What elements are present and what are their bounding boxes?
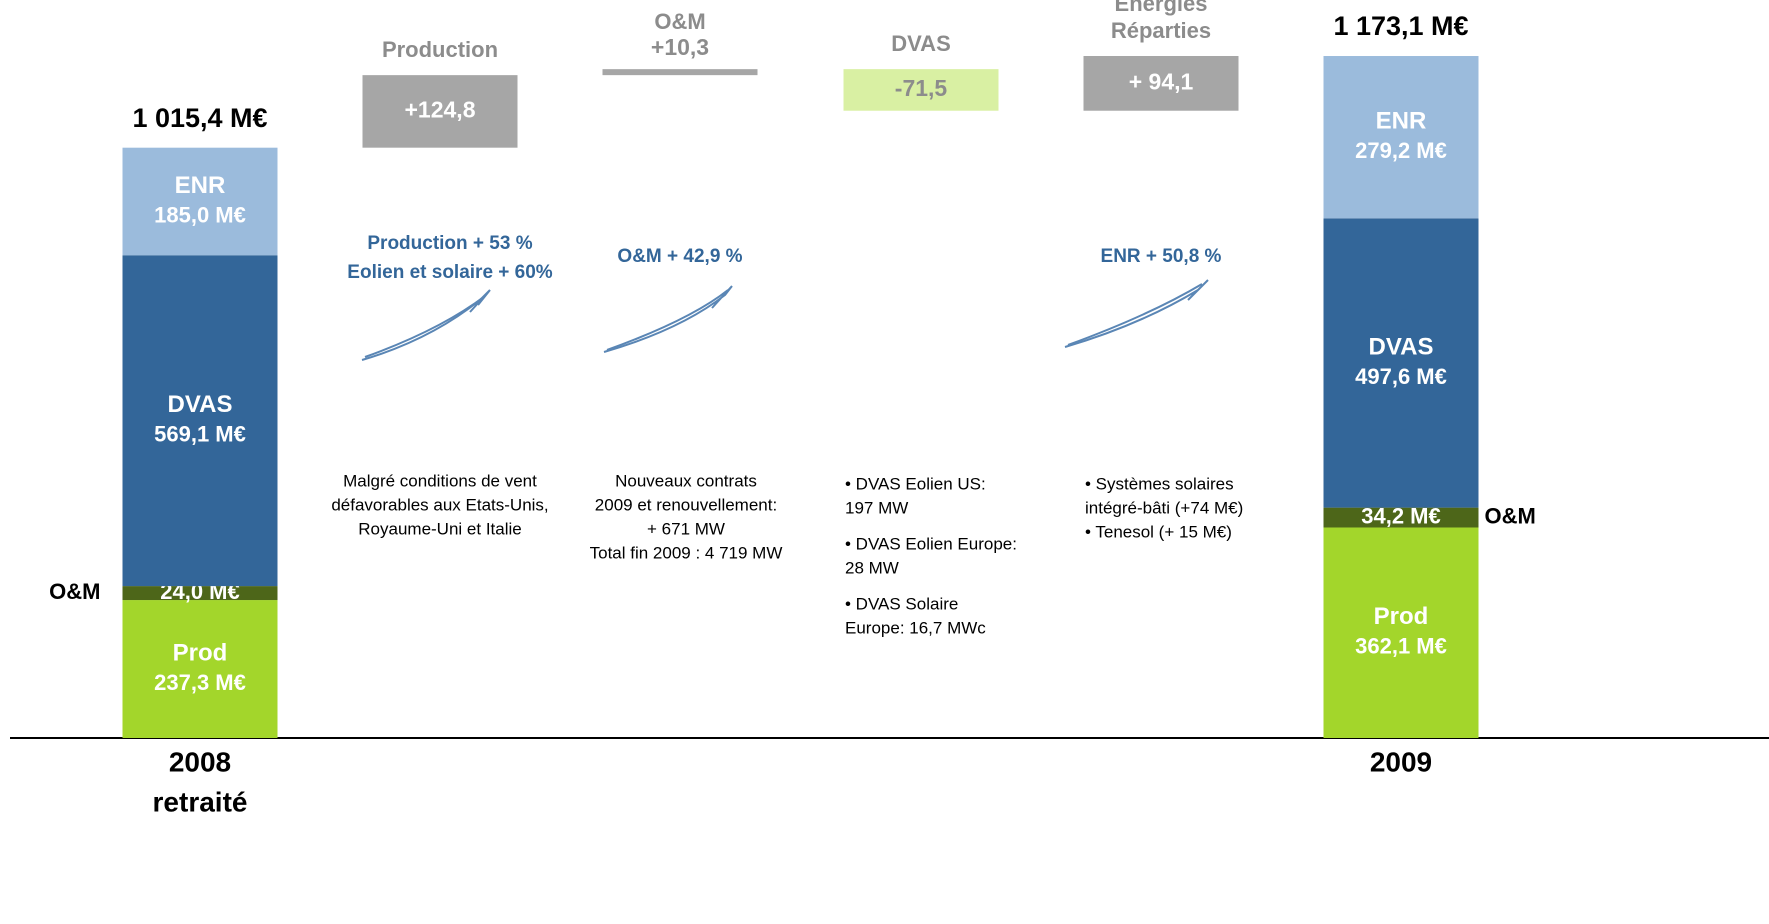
step-value: + 94,1 (1129, 68, 1194, 94)
series-name: DVAS (1369, 333, 1434, 360)
series-name: Prod (173, 639, 228, 666)
arrow (603, 285, 733, 353)
note-text: Royaume-Uni et Italie (358, 519, 521, 538)
series-name: ENR (175, 172, 226, 199)
note-text: • Systèmes solaires (1085, 474, 1234, 493)
step-name: DVAS (891, 31, 951, 56)
note-text: • DVAS Eolien Europe: (845, 534, 1017, 553)
note-text: • Tenesol (+ 15 M€) (1085, 522, 1232, 541)
arrow (1064, 279, 1209, 348)
step-value: +124,8 (405, 96, 476, 122)
note-text: • DVAS Eolien US: (845, 474, 986, 493)
step-bar (843, 69, 999, 111)
step-bar (362, 75, 518, 148)
bar-segment (1323, 56, 1479, 219)
note-text: Total fin 2009 : 4 719 MW (590, 543, 783, 562)
note-text: défavorables aux Etats-Unis, (331, 495, 548, 514)
step-name: O&M (654, 9, 705, 34)
total-label: 1 015,4 M€ (132, 103, 267, 133)
note-text: intégré-bâti (+74 M€) (1085, 498, 1243, 517)
segment-value: 185,0 M€ (154, 202, 246, 227)
segment-value: 279,2 M€ (1355, 138, 1447, 163)
bar-segment (122, 600, 278, 738)
note-text: 2009 et renouvellement: (595, 495, 777, 514)
note-text: • DVAS Solaire (845, 594, 958, 613)
growth-label: Production + 53 % (367, 233, 532, 254)
bar-segment (1323, 218, 1479, 508)
arrow (606, 289, 729, 351)
arrow (364, 295, 486, 358)
step-name: Production (382, 37, 498, 62)
step-bar (1083, 56, 1239, 111)
segment-value: 362,1 M€ (1355, 634, 1447, 659)
series-name: O&M (49, 579, 100, 604)
segment-value: 569,1 M€ (154, 421, 246, 446)
bar-segment (122, 147, 278, 256)
step-value: +10,3 (651, 34, 709, 60)
bar-segment (1323, 507, 1479, 528)
arrow (1067, 283, 1203, 346)
segment-value: 497,6 M€ (1355, 364, 1447, 389)
series-name: ENR (1376, 108, 1427, 135)
x-tick-label: 2009 (1370, 746, 1432, 777)
step-value: -71,5 (895, 75, 948, 101)
note-text: + 671 MW (647, 519, 725, 538)
bar-segment (1323, 527, 1479, 738)
arrow (361, 289, 491, 361)
x-tick-label: retraité (153, 786, 248, 817)
series-name: DVAS (168, 391, 233, 418)
note-text: Europe: 16,7 MWc (845, 618, 986, 637)
step-name: Energies (1115, 0, 1208, 16)
growth-label: ENR + 50,8 % (1101, 246, 1222, 267)
growth-arrows (361, 279, 1209, 361)
bar-segment (122, 586, 278, 601)
bar-segment (122, 255, 278, 587)
total-label: 1 173,1 M€ (1333, 11, 1468, 41)
note-text: 197 MW (845, 498, 908, 517)
step-name: Réparties (1111, 18, 1211, 43)
growth-label: O&M + 42,9 % (617, 246, 742, 267)
step-bar (602, 69, 758, 76)
growth-label: Eolien et solaire + 60% (347, 262, 553, 283)
note-text: 28 MW (845, 558, 899, 577)
x-tick-label: 2008 (169, 746, 231, 777)
note-text: Nouveaux contrats (615, 471, 757, 490)
note-text: Malgré conditions de vent (343, 471, 537, 490)
series-name: O&M (1485, 503, 1536, 528)
series-name: Prod (1374, 603, 1429, 630)
segment-value: 237,3 M€ (154, 670, 246, 695)
